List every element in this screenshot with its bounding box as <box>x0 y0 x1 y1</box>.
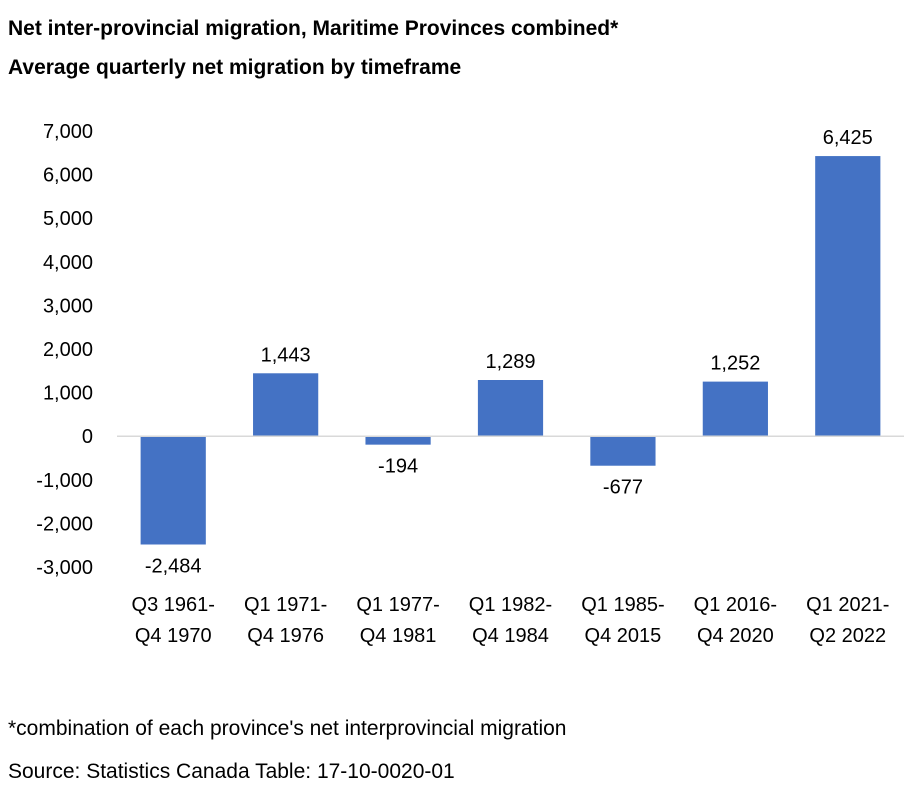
y-tick-label: 7,000 <box>43 121 93 143</box>
y-tick-label: 1,000 <box>43 383 93 405</box>
x-category-label: Q4 1984 <box>472 625 549 647</box>
x-category-label: Q1 2016- <box>694 594 777 616</box>
x-category-label: Q1 2021- <box>806 594 889 616</box>
bars <box>140 156 881 545</box>
x-category-label: Q4 1976 <box>247 625 324 647</box>
bar-chart: 7,000 6,000 5,000 4,000 3,000 2,000 1,000 0 -1,0… <box>36 121 904 647</box>
source-note: Source: Statistics Canada Table: 17-10-0… <box>8 760 455 783</box>
footnote: *combination of each province's net inte… <box>8 717 567 740</box>
x-category-label: Q1 1977- <box>356 594 439 616</box>
x-category-label: Q4 2020 <box>697 625 774 647</box>
bar <box>253 373 319 437</box>
x-axis-categories: Q3 1961- Q4 1970 Q1 1971- Q4 1976 Q1 1977- Q4… <box>132 594 890 647</box>
x-category-label: Q4 1970 <box>135 625 212 647</box>
data-label: 1,252 <box>710 353 760 375</box>
data-label: 1,289 <box>485 351 535 373</box>
y-axis: 7,000 6,000 5,000 4,000 3,000 2,000 1,000 0 -1,0… <box>36 121 93 579</box>
x-category-label: Q1 1971- <box>244 594 327 616</box>
data-labels: -2,484 1,443 -194 1,289 -677 1,252 6,425 <box>145 127 873 577</box>
x-category-label: Q1 1982- <box>469 594 552 616</box>
y-tick-label: 6,000 <box>43 165 93 187</box>
y-tick-label: 5,000 <box>43 208 93 230</box>
data-label: -2,484 <box>145 556 202 578</box>
x-category-label: Q4 1981 <box>360 625 437 647</box>
bar <box>477 379 544 437</box>
y-tick-label: 3,000 <box>43 295 93 317</box>
bar <box>590 436 656 466</box>
y-tick-label: 4,000 <box>43 252 93 274</box>
data-label: 6,425 <box>823 127 873 149</box>
x-category-label: Q2 2022 <box>809 625 886 647</box>
y-tick-label: -3,000 <box>36 557 93 579</box>
x-category-label: Q4 2015 <box>585 625 662 647</box>
y-tick-label: -1,000 <box>36 470 93 492</box>
bar <box>815 156 881 437</box>
x-category-label: Q3 1961- <box>132 594 215 616</box>
chart-subtitle: Average quarterly net migration by timef… <box>8 56 462 79</box>
data-label: -194 <box>378 456 418 478</box>
y-tick-label: 0 <box>82 426 93 448</box>
data-label: -677 <box>603 477 643 499</box>
y-tick-label: 2,000 <box>43 339 93 361</box>
y-tick-label: -2,000 <box>36 513 93 535</box>
bar <box>365 436 431 445</box>
bar <box>140 436 206 545</box>
data-label: 1,443 <box>261 344 311 366</box>
x-category-label: Q1 1985- <box>581 594 664 616</box>
chart-title: Net inter-provincial migration, Maritime… <box>8 17 619 40</box>
bar <box>702 381 768 437</box>
